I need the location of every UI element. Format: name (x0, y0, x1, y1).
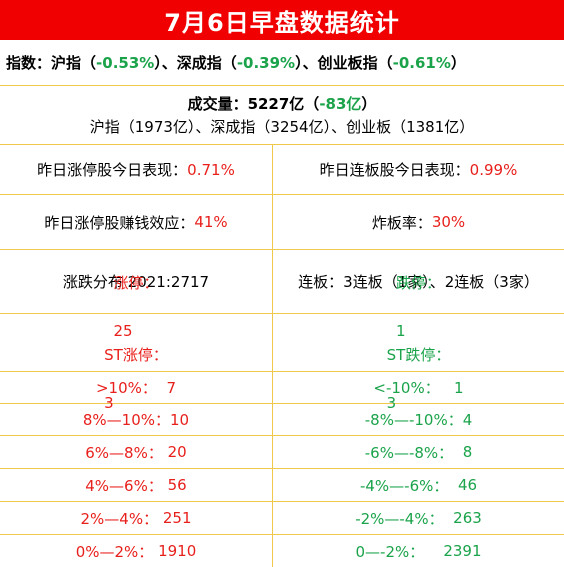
bucket-down-cell: -4%—-6%： 46 (273, 469, 564, 501)
bucket-down-label: -2%—-4%： (355, 509, 444, 528)
limit-down-line: 跌停： 1 (396, 271, 441, 343)
performance-row: 昨日涨停股今日表现： 0.71% 昨日连板股今日表现： 0.99% (0, 145, 564, 195)
volume-row: 成交量：5227亿（-83亿） 沪指（1973亿）、深成指（3254亿）、创业板… (0, 86, 564, 145)
limit-down-label: 跌停： (395, 273, 441, 292)
st-limit-up-label: ST涨停： (104, 345, 168, 364)
volume-main: 成交量：5227亿（-83亿） (188, 93, 377, 114)
profit-effect-label: 昨日涨停股赚钱效应： (44, 213, 195, 232)
bucket-up-cell: 6%—8%： 20 (0, 436, 273, 468)
volume-breakdown: 沪指（1973亿）、深成指（3254亿）、创业板（1381亿） (89, 118, 475, 136)
bucket-up-cell: 0%—2%： 1910 (0, 535, 273, 567)
profit-row: 昨日涨停股赚钱效应： 41% 炸板率： 30% (0, 195, 564, 250)
bucket-up-value: 56 (167, 476, 187, 494)
bucket-up-value: 7 (166, 378, 176, 397)
cy-index-change: -0.61% (392, 53, 451, 72)
bucket-down-cell: <-10%： 1 (273, 372, 564, 403)
profit-effect-cell: 昨日涨停股赚钱效应： 41% (0, 195, 273, 249)
bucket-down-value: 263 (453, 509, 482, 527)
bucket-down-value: 46 (457, 476, 478, 494)
bucket-row-1: 8%—10%： 10 -8%—-10%： 4 (0, 404, 564, 436)
cy-label: ）、创业板指（ (295, 54, 393, 72)
bucket-row-2: 6%—8%： 20 -6%—-8%： 8 (0, 436, 564, 469)
rise-fall-distribution: 涨跌分布 2021:2717 (0, 250, 273, 313)
sz-index-change: -0.39% (236, 53, 296, 72)
bucket-row-0: >10%： 7 <-10%： 1 (0, 372, 564, 404)
bucket-down-cell: -8%—-10%： 4 (273, 404, 564, 435)
bucket-up-label: 8%—10%： (82, 411, 171, 429)
distribution-row: 涨跌分布 2021:2717 连板：3连板（1家）、2连板（3家） (0, 250, 564, 314)
bucket-down-value: 1 (454, 378, 464, 397)
bucket-down-label: <-10%： (373, 379, 440, 397)
burst-rate-value: 30% (431, 213, 466, 231)
limit-up-label: 涨停： (113, 273, 159, 292)
bucket-down-value: 2391 (443, 542, 482, 560)
bucket-down-value: 4 (462, 410, 473, 429)
bucket-up-cell: 8%—10%： 10 (0, 404, 273, 435)
st-limit-down-label: ST跌停： (386, 345, 451, 364)
st-limit-down-line: ST跌停： 3 (387, 343, 451, 415)
volume-end: ） (361, 95, 377, 113)
burst-rate-cell: 炸板率： 30% (273, 195, 564, 249)
bucket-up-cell: >10%： 7 (0, 372, 273, 403)
bucket-row-4: 2%—4%： 251 -2%—-4%： 263 (0, 502, 564, 535)
bucket-down-cell: -2%—-4%： 263 (273, 502, 564, 534)
index-label: 指数： (6, 54, 52, 72)
yest-board-perf-value: 0.99% (469, 160, 518, 179)
bucket-up-cell: 4%—6%： 56 (0, 469, 273, 501)
yest-board-perf-cell: 昨日连板股今日表现： 0.99% (273, 145, 564, 194)
bucket-down-value: 8 (462, 443, 473, 461)
st-limit-up-line: ST涨停： 3 (104, 343, 168, 415)
bucket-down-label: -4%—-6%： (359, 476, 449, 495)
sh-index-change: -0.53% (96, 53, 155, 72)
volume-label: 成交量：5227亿（ (187, 95, 320, 113)
bucket-down-label: -8%—-10%： (364, 411, 463, 429)
yest-limit-perf-value: 0.71% (187, 160, 235, 179)
yest-limit-perf-cell: 昨日涨停股今日表现： 0.71% (0, 145, 273, 194)
bucket-up-label: 0%—2%： (75, 542, 154, 561)
limit-up-line: 涨停： 25 (113, 271, 158, 343)
bucket-up-label: 6%—8%： (85, 443, 163, 462)
consecutive-boards: 连板：3连板（1家）、2连板（3家） (298, 273, 539, 291)
bucket-up-value: 251 (162, 509, 192, 527)
yest-board-perf-label: 昨日连板股今日表现： (319, 161, 470, 179)
bucket-up-value: 10 (170, 410, 190, 429)
index-summary-row: 指数： 沪指（ -0.53% ）、深成指（ -0.39% ）、创业板指（ -0.… (0, 40, 564, 86)
sz-label: ）、深成指（ (154, 54, 237, 72)
bucket-down-cell: -6%—-8%： 8 (273, 436, 564, 468)
bucket-up-value: 1910 (158, 542, 197, 560)
bucket-down-label: 0—-2%： (355, 542, 425, 561)
page-title: 7月6日早盘数据统计 (0, 0, 564, 40)
yest-limit-perf-label: 昨日涨停股今日表现： (37, 161, 188, 179)
index-end: ） (450, 54, 466, 72)
bucket-up-value: 20 (167, 443, 187, 461)
bucket-down-label: -6%—-8%： (364, 443, 454, 462)
profit-effect-value: 41% (194, 213, 228, 231)
limit-up-value: 25 (113, 321, 133, 340)
bucket-row-5: 0%—2%： 1910 0—-2%： 2391 (0, 535, 564, 567)
volume-change: -83亿 (319, 95, 362, 113)
bucket-row-3: 4%—6%： 56 -4%—-6%： 46 (0, 469, 564, 502)
sh-label: 沪指（ (51, 54, 97, 72)
bucket-up-label: 2%—4%： (80, 509, 159, 528)
bucket-down-cell: 0—-2%： 2391 (273, 535, 564, 567)
limit-down-value: 1 (395, 321, 406, 340)
limit-up-cell: 涨停： 25 ST涨停： 3 (0, 274, 273, 412)
st-limit-up-value: 3 (104, 393, 114, 412)
st-limit-down-value: 3 (386, 393, 397, 412)
limit-row: 涨停： 25 ST涨停： 3 跌停： 1 ST跌停： 3 (0, 274, 564, 412)
limit-down-cell: 跌停： 1 ST跌停： 3 (273, 274, 564, 412)
bucket-up-label: >10%： (95, 379, 157, 397)
bucket-up-label: 4%—6%： (85, 476, 163, 495)
bucket-up-cell: 2%—4%： 251 (0, 502, 273, 534)
burst-rate-label: 炸板率： (371, 213, 432, 232)
